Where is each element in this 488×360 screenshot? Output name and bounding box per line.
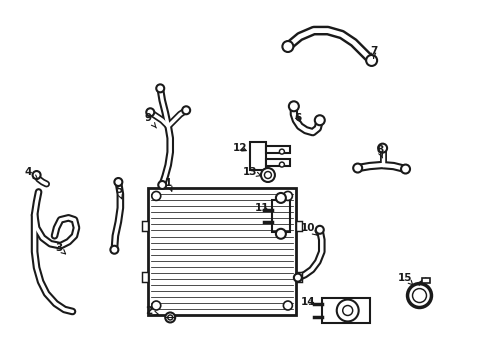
Text: 11: 11 <box>254 203 269 213</box>
Circle shape <box>288 101 298 111</box>
Circle shape <box>264 171 271 179</box>
Bar <box>422 278 429 283</box>
Text: 8: 8 <box>375 145 383 158</box>
Bar <box>295 221 301 231</box>
Bar <box>142 272 148 282</box>
Circle shape <box>110 246 118 254</box>
Circle shape <box>366 55 376 66</box>
Circle shape <box>293 274 301 282</box>
Circle shape <box>279 162 284 167</box>
Circle shape <box>146 108 154 116</box>
Circle shape <box>165 312 175 323</box>
Text: 14: 14 <box>300 297 314 306</box>
Text: 12: 12 <box>232 143 247 153</box>
Text: 6: 6 <box>294 113 301 123</box>
Text: 2: 2 <box>144 306 158 316</box>
Bar <box>271 200 289 232</box>
Text: 7: 7 <box>369 45 377 58</box>
Circle shape <box>182 106 190 114</box>
Circle shape <box>407 284 430 307</box>
Bar <box>142 221 148 231</box>
Circle shape <box>151 301 161 310</box>
Circle shape <box>342 306 352 315</box>
Circle shape <box>261 168 274 182</box>
Circle shape <box>158 181 166 189</box>
Circle shape <box>167 315 172 320</box>
Text: 10: 10 <box>300 223 317 235</box>
Bar <box>249 142 265 170</box>
Circle shape <box>279 149 284 154</box>
Text: 5: 5 <box>115 185 122 199</box>
Circle shape <box>377 144 386 153</box>
Bar <box>148 188 295 315</box>
Circle shape <box>283 192 292 201</box>
Text: 9: 9 <box>144 113 156 128</box>
Bar <box>321 298 369 323</box>
Bar <box>265 159 289 166</box>
Circle shape <box>283 301 292 310</box>
Circle shape <box>275 229 285 239</box>
Bar <box>295 272 301 282</box>
Circle shape <box>336 300 358 321</box>
Circle shape <box>315 226 323 234</box>
Circle shape <box>314 115 324 125</box>
Circle shape <box>156 84 164 92</box>
Circle shape <box>275 193 285 203</box>
Circle shape <box>352 163 362 172</box>
Text: 4: 4 <box>25 167 38 179</box>
Text: 15: 15 <box>398 273 412 285</box>
Circle shape <box>412 289 426 302</box>
Text: 13: 13 <box>242 167 260 177</box>
Text: 1: 1 <box>164 178 172 191</box>
Circle shape <box>33 171 41 179</box>
Circle shape <box>400 165 409 174</box>
Text: 3: 3 <box>55 243 65 254</box>
Circle shape <box>151 192 161 201</box>
Circle shape <box>114 178 122 186</box>
Bar <box>265 146 289 153</box>
Circle shape <box>282 41 293 52</box>
